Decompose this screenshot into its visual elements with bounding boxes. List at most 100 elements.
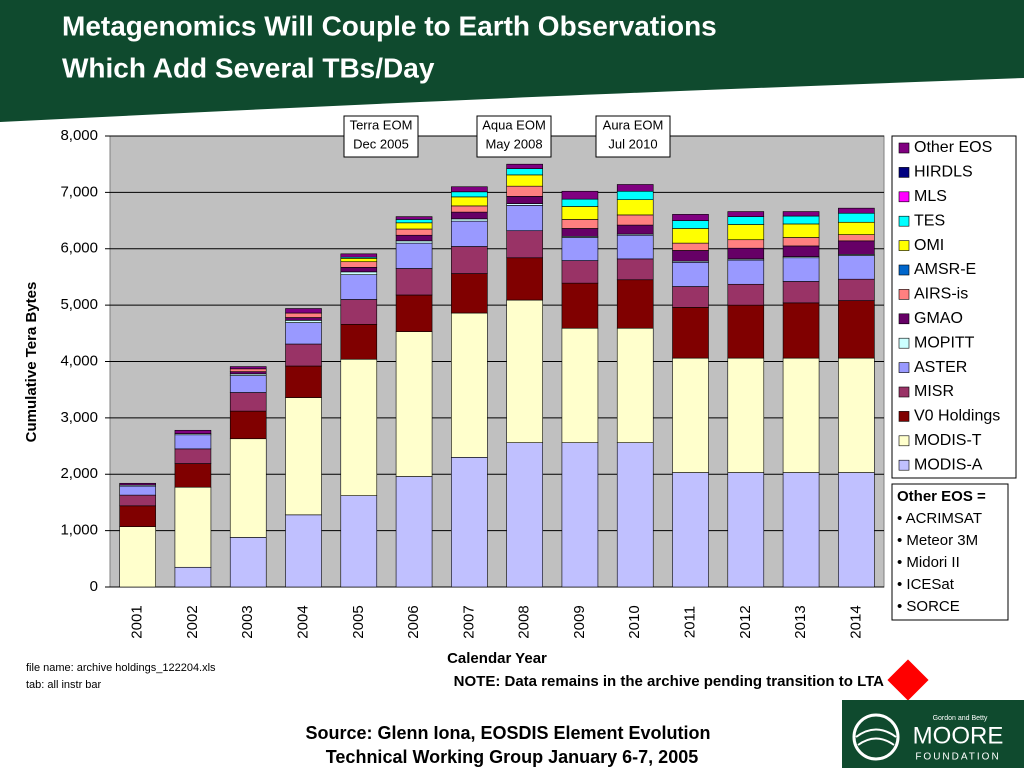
bar-segment bbox=[229, 537, 267, 588]
bar-segment bbox=[727, 224, 765, 241]
bar-segment bbox=[672, 357, 709, 473]
note-item: • Midori II bbox=[897, 554, 960, 571]
bar-segment bbox=[727, 247, 765, 260]
legend-label: MLS bbox=[914, 188, 947, 205]
bar-segment bbox=[340, 495, 378, 588]
bar-segment bbox=[119, 505, 156, 527]
bar-segment bbox=[672, 261, 709, 287]
bar-segment bbox=[451, 273, 488, 314]
y-tick-label: 1,000 bbox=[60, 522, 98, 539]
legend-swatch bbox=[898, 240, 910, 251]
bar-segment bbox=[395, 234, 433, 242]
bar-segment bbox=[395, 268, 433, 296]
logo-mark bbox=[855, 728, 897, 746]
legend-label: MISR bbox=[914, 383, 954, 400]
bar-segment bbox=[451, 457, 488, 588]
bar-segment bbox=[285, 322, 322, 345]
y-tick-label: 0 bbox=[90, 578, 98, 595]
bar-segment bbox=[672, 242, 709, 251]
bar-segment bbox=[340, 358, 378, 496]
legend-swatch bbox=[898, 362, 910, 373]
bar-segment bbox=[672, 307, 709, 359]
bar-segment bbox=[838, 221, 875, 235]
annotation-text: Aura EOM bbox=[603, 117, 664, 132]
bar-segment bbox=[285, 365, 322, 398]
bar-segment bbox=[838, 255, 875, 280]
bar-segment bbox=[838, 207, 875, 214]
x-axis-label: Calendar Year bbox=[447, 650, 547, 667]
bar-segment bbox=[451, 218, 488, 222]
bar-segment bbox=[727, 304, 765, 359]
legend-label: AMSR-E bbox=[914, 261, 976, 278]
annotation-box bbox=[476, 115, 552, 158]
bar-segment bbox=[119, 526, 156, 588]
bar-segment bbox=[561, 327, 599, 443]
bar-segment bbox=[340, 267, 378, 273]
bar-segment bbox=[451, 186, 488, 193]
bar-segment bbox=[672, 228, 709, 244]
x-tick-label: 2013 bbox=[792, 605, 809, 638]
bar-segment bbox=[340, 299, 378, 325]
legend-label: GMAO bbox=[914, 310, 963, 327]
bar-segment bbox=[616, 184, 654, 192]
bar-segment bbox=[561, 260, 599, 284]
bar-segment bbox=[285, 317, 322, 321]
bar-segment bbox=[451, 196, 488, 207]
title-line: Which Add Several TBs/Day bbox=[62, 52, 435, 83]
legend-swatch bbox=[898, 313, 910, 325]
note-item: • ICESat bbox=[897, 576, 955, 593]
legend-swatch bbox=[898, 142, 910, 154]
bar-segment bbox=[672, 214, 709, 221]
bar-segment bbox=[838, 234, 875, 242]
bar-segment bbox=[119, 485, 156, 496]
bar-segment bbox=[395, 476, 433, 588]
bar-segment bbox=[340, 258, 378, 263]
bar-segment bbox=[727, 211, 765, 217]
tab-name: tab: all instr bar bbox=[26, 679, 102, 691]
bar-segment bbox=[838, 212, 875, 223]
bar-segment bbox=[616, 224, 654, 235]
annotation-box bbox=[595, 115, 671, 158]
bar-segment bbox=[616, 258, 654, 281]
bar-segment bbox=[229, 392, 267, 412]
bar-segment bbox=[174, 448, 212, 464]
legend-swatch bbox=[898, 337, 910, 349]
bar-segment bbox=[506, 174, 543, 187]
bar-segment bbox=[506, 168, 543, 176]
bar-segment bbox=[285, 320, 322, 323]
bar-segment bbox=[616, 199, 654, 216]
y-tick-label: 2,000 bbox=[60, 465, 98, 482]
x-tick-label: 2009 bbox=[571, 605, 588, 638]
y-axis-label: Cumulative Tera Bytes bbox=[23, 282, 40, 443]
bar-segment bbox=[616, 234, 654, 260]
legend-swatch bbox=[898, 215, 910, 227]
bar-segment bbox=[672, 472, 709, 588]
bar-segment bbox=[395, 228, 433, 236]
bar-segment bbox=[616, 442, 654, 588]
bar-segment bbox=[506, 442, 543, 588]
bar-segment bbox=[451, 220, 488, 247]
bar-segment bbox=[672, 250, 709, 262]
bar-segment bbox=[506, 163, 543, 169]
legend-label: V0 Holdings bbox=[914, 408, 1000, 425]
bar-segment bbox=[229, 366, 267, 370]
bar-segment bbox=[727, 259, 765, 285]
source-line: Technical Working Group January 6-7, 200… bbox=[326, 747, 698, 767]
bar-segment bbox=[229, 371, 267, 375]
y-tick-label: 7,000 bbox=[60, 183, 98, 200]
bar-segment bbox=[506, 196, 543, 204]
legend-label: HIRDLS bbox=[914, 164, 973, 181]
legend-swatch bbox=[898, 289, 910, 300]
annotation-text: Terra EOM bbox=[350, 117, 413, 132]
bar-segment bbox=[561, 237, 599, 261]
bar-segment bbox=[838, 472, 875, 588]
y-tick-label: 8,000 bbox=[60, 127, 98, 144]
bar-segment bbox=[229, 375, 267, 393]
legend-label: TES bbox=[914, 212, 945, 229]
file-name: file name: archive holdings_122204.xls bbox=[26, 662, 216, 674]
bar-segment bbox=[285, 308, 322, 314]
note-box bbox=[891, 483, 1009, 621]
legend-label: AIRS-is bbox=[914, 286, 968, 303]
annotation-box bbox=[343, 115, 419, 158]
bar-segment bbox=[672, 220, 709, 229]
